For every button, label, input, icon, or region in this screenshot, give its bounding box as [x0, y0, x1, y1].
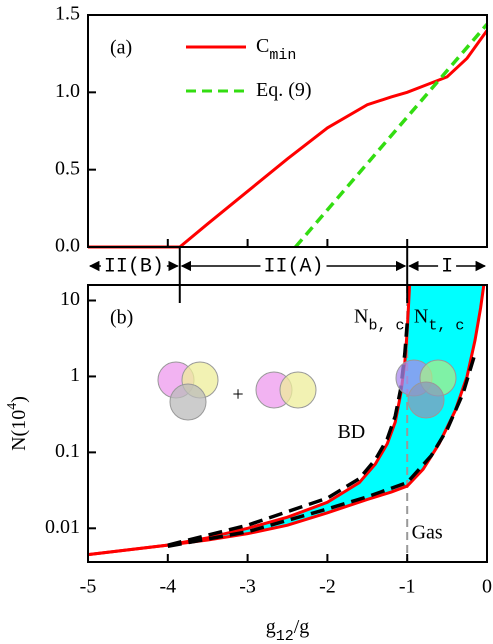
y-tick-label: 0.01	[45, 516, 80, 538]
series-line	[294, 23, 489, 249]
legend-label-part: C	[256, 35, 269, 57]
annotation-part: t, c	[428, 318, 464, 335]
plot-frame	[87, 14, 488, 248]
region-label: I	[441, 255, 453, 278]
annotation: Nt, c	[414, 305, 464, 335]
y-axis-label-part: N(10	[8, 410, 30, 451]
annotation: Nb, c	[354, 305, 404, 335]
panel-label: (b)	[110, 307, 133, 329]
annotation-part: N	[354, 305, 368, 327]
panel-label: (a)	[110, 37, 132, 59]
y-tick-label: 1.0	[55, 80, 80, 102]
region-label-bg	[100, 256, 167, 276]
x-tick-label: 0	[482, 576, 492, 598]
x-tick-label: -1	[399, 576, 416, 598]
x-axis-label-part: 12	[276, 628, 294, 644]
series-line	[88, 29, 489, 249]
y-tick-label: 0.5	[55, 157, 80, 179]
annotation: BD	[337, 421, 365, 443]
annotation-part: N	[414, 305, 428, 327]
series-line	[167, 353, 477, 548]
icon	[279, 371, 317, 409]
y-tick-label: 1.5	[55, 3, 80, 25]
icon	[407, 381, 445, 419]
annotation-part: BD	[337, 421, 365, 443]
legend-label: Cmin	[256, 35, 296, 65]
y-axis-label-part: 4	[5, 403, 20, 410]
x-tick-label: -5	[80, 576, 97, 598]
bd-area	[88, 285, 484, 555]
x-axis-label-part: /g	[294, 616, 310, 638]
annotation-part: Gas	[412, 521, 443, 543]
legend-label-part: Eq. (9)	[256, 79, 312, 101]
y-tick-label: 0.0	[55, 235, 80, 257]
x-axis-label-part: g	[266, 616, 276, 638]
plot-frame	[87, 284, 488, 563]
x-tick-label: -3	[239, 576, 256, 598]
x-tick-label: -2	[319, 576, 336, 598]
legend-label: Eq. (9)	[256, 79, 312, 101]
series-line	[167, 323, 409, 547]
region-label: II(B)	[104, 255, 164, 278]
region-label-bg	[438, 256, 457, 276]
venn-icons: +	[157, 359, 457, 421]
y-axis-label-part: )	[8, 396, 30, 403]
icon	[169, 383, 207, 421]
y-tick-label: 10	[60, 288, 80, 310]
annotation: Gas	[412, 521, 443, 543]
y-tick-label: 0.1	[55, 440, 80, 462]
plus: +	[232, 384, 243, 406]
region-label-bg	[260, 256, 327, 276]
annotation-part: b, c	[368, 318, 404, 335]
x-tick-label: -4	[159, 576, 176, 598]
region-label: II(A)	[263, 255, 323, 278]
legend-label-part: min	[269, 47, 296, 64]
x-axis-label: g12/g	[266, 616, 310, 644]
y-tick-label: 1	[70, 364, 80, 386]
y-axis-label: N(104)	[5, 396, 30, 451]
